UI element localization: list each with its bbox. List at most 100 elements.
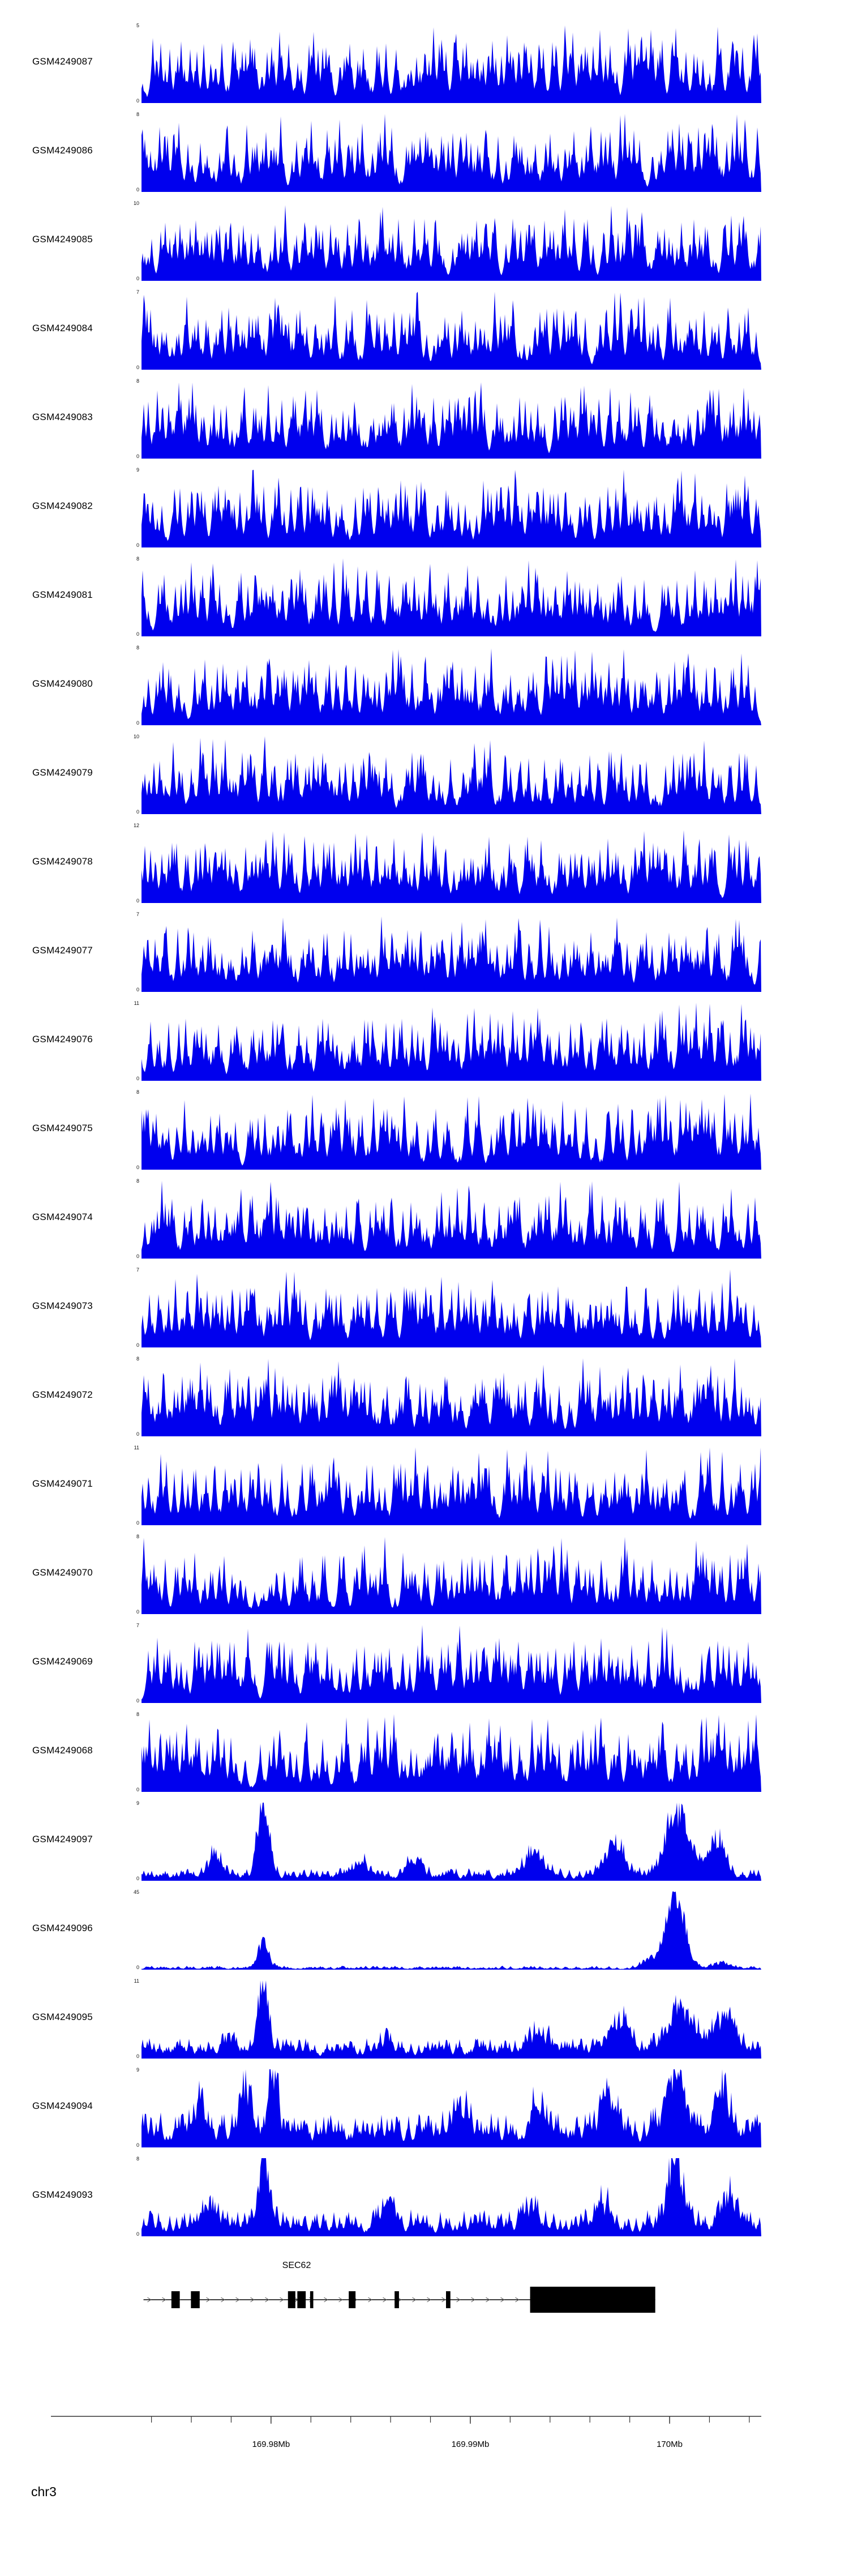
track-plot-area: 7 0 xyxy=(136,1268,761,1348)
y-axis-max-label: 8 xyxy=(136,1356,139,1362)
axis-tick-label: 169.99Mb xyxy=(452,2440,490,2449)
track-label: GSM4249078 xyxy=(32,855,93,867)
coverage-area-plot xyxy=(142,114,761,192)
coverage-area-plot xyxy=(142,1625,761,1703)
coverage-area-plot xyxy=(142,916,761,992)
coverage-track-row: GSM4249073 7 0 xyxy=(0,1261,849,1350)
strand-arrow-icon xyxy=(221,2297,225,2303)
coverage-area-plot xyxy=(142,558,761,636)
track-plot-area: 8 0 xyxy=(136,1712,761,1792)
gene-exon xyxy=(530,2287,655,2313)
coverage-track-row: GSM4249096 45 0 xyxy=(0,1884,849,1972)
coverage-area-plot xyxy=(142,1180,761,1259)
coverage-track-row: GSM4249072 8 0 xyxy=(0,1350,849,1439)
coverage-polygon xyxy=(142,1537,761,1614)
track-label: GSM4249071 xyxy=(32,1478,93,1489)
y-axis-min-label: 0 xyxy=(136,2142,139,2148)
coverage-polygon xyxy=(142,648,761,725)
track-plot-area: 8 0 xyxy=(136,1534,761,1615)
chromosome-label: chr3 xyxy=(31,2484,57,2499)
y-axis-min-label: 0 xyxy=(136,365,139,370)
strand-arrow-icon xyxy=(280,2297,284,2303)
coverage-track-list: GSM4249087 5 0 GSM4249086 8 0 GSM4249085… xyxy=(0,17,849,2239)
track-label: GSM4249086 xyxy=(32,144,93,156)
coverage-area-plot xyxy=(142,1269,761,1347)
y-axis-min-label: 0 xyxy=(136,1165,139,1170)
y-axis-max-label: 8 xyxy=(136,1178,139,1184)
coverage-area-plot xyxy=(142,1892,761,1970)
strand-arrow-icon xyxy=(162,2297,166,2303)
track-label: GSM4249076 xyxy=(32,1033,93,1045)
y-axis-min-label: 0 xyxy=(136,1076,139,1081)
y-axis-max-label: 7 xyxy=(136,1267,139,1273)
track-label: GSM4249077 xyxy=(32,944,93,956)
coverage-track-row: GSM4249075 8 0 xyxy=(0,1084,849,1173)
y-axis-max-label: 8 xyxy=(136,1089,139,1095)
coverage-track-row: GSM4249085 10 0 xyxy=(0,195,849,284)
gene-exon xyxy=(395,2291,399,2308)
track-label: GSM4249070 xyxy=(32,1567,93,1578)
coverage-area-plot xyxy=(142,469,761,547)
coverage-polygon xyxy=(142,1358,761,1436)
track-label: GSM4249096 xyxy=(32,1922,93,1933)
coverage-polygon xyxy=(142,1003,761,1081)
coverage-track-row: GSM4249082 9 0 xyxy=(0,461,849,550)
strand-arrow-icon xyxy=(500,2297,505,2303)
coverage-polygon xyxy=(142,205,761,281)
coverage-polygon xyxy=(142,1625,761,1703)
track-plot-area: 7 0 xyxy=(136,912,761,992)
y-axis-max-label: 45 xyxy=(133,1889,139,1895)
track-label: GSM4249069 xyxy=(32,1655,93,1667)
strand-arrow-icon xyxy=(206,2297,211,2303)
track-label: GSM4249094 xyxy=(32,2100,93,2111)
coverage-area-plot xyxy=(142,736,761,814)
track-plot-area: 8 0 xyxy=(136,379,761,459)
coverage-track-row: GSM4249077 7 0 xyxy=(0,906,849,995)
track-label: GSM4249097 xyxy=(32,1833,93,1845)
strand-arrow-icon xyxy=(147,2297,152,2303)
y-axis-min-label: 0 xyxy=(136,453,139,459)
y-axis-max-label: 11 xyxy=(134,1445,139,1450)
track-plot-area: 11 0 xyxy=(134,1979,761,2059)
coverage-area-plot xyxy=(142,1093,761,1170)
strand-arrow-icon xyxy=(235,2297,240,2303)
strand-arrow-icon xyxy=(383,2297,387,2303)
y-axis-min-label: 0 xyxy=(136,1609,139,1615)
coverage-track-row: GSM4249083 8 0 xyxy=(0,373,849,461)
coverage-area-plot xyxy=(142,25,761,103)
axis-tick-label: 170Mb xyxy=(657,2440,683,2449)
coverage-polygon xyxy=(142,736,761,814)
coverage-area-plot xyxy=(142,205,761,281)
coverage-area-plot xyxy=(142,2158,761,2236)
strand-arrow-icon xyxy=(250,2297,255,2303)
y-axis-min-label: 0 xyxy=(136,1520,139,1526)
gene-exon xyxy=(297,2291,306,2308)
strand-arrow-icon xyxy=(324,2297,328,2303)
y-axis-max-label: 10 xyxy=(133,734,139,739)
gene-exon xyxy=(191,2291,200,2308)
y-axis-max-label: 12 xyxy=(133,823,139,828)
genome-axis-ruler: 169.98Mb 169.99Mb 170Mb xyxy=(51,2416,761,2449)
track-plot-area: 7 0 xyxy=(136,1623,761,1704)
coverage-area-plot xyxy=(142,830,761,903)
y-axis-max-label: 8 xyxy=(136,645,139,651)
coverage-polygon xyxy=(142,916,761,992)
y-axis-max-label: 8 xyxy=(136,2156,139,2162)
strand-arrow-icon xyxy=(338,2297,343,2303)
y-axis-min-label: 0 xyxy=(136,1876,139,1881)
y-axis-min-label: 0 xyxy=(136,720,139,726)
strand-arrow-icon xyxy=(368,2297,372,2303)
coverage-track-row: GSM4249087 5 0 xyxy=(0,17,849,106)
coverage-polygon xyxy=(142,292,761,370)
y-axis-max-label: 8 xyxy=(136,1711,139,1717)
coverage-polygon xyxy=(142,1980,761,2059)
coverage-polygon xyxy=(142,1180,761,1259)
track-plot-area: 8 0 xyxy=(136,112,761,192)
y-axis-max-label: 10 xyxy=(133,200,139,206)
y-axis-min-label: 0 xyxy=(136,1965,139,1970)
coverage-area-plot xyxy=(142,1003,761,1081)
track-plot-area: 11 0 xyxy=(134,1001,761,1081)
strand-arrow-icon xyxy=(441,2297,446,2303)
coverage-area-plot xyxy=(142,1537,761,1614)
y-axis-min-label: 0 xyxy=(136,631,139,637)
